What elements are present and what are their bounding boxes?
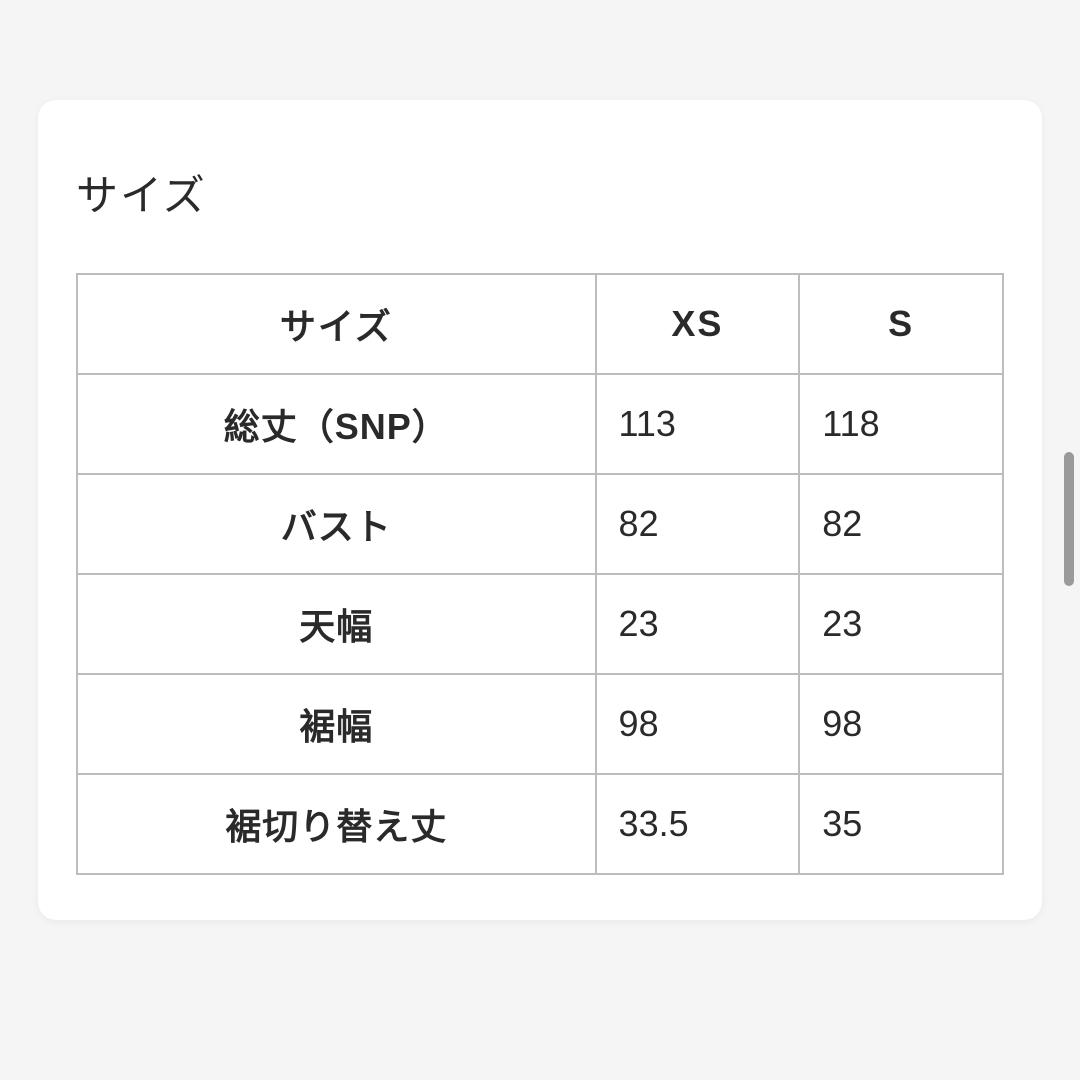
table-row: 天幅 23 23 <box>77 574 1003 674</box>
section-title: サイズ <box>76 162 1004 223</box>
size-table: サイズ XS S 総丈（SNP） 113 118 バスト 82 82 天幅 23… <box>76 273 1004 875</box>
table-row: 裾幅 98 98 <box>77 674 1003 774</box>
row-label: 裾切り替え丈 <box>77 774 596 874</box>
row-value-s: 23 <box>799 574 1003 674</box>
row-value-s: 82 <box>799 474 1003 574</box>
table-header-row: サイズ XS S <box>77 274 1003 374</box>
row-value-xs: 98 <box>596 674 800 774</box>
table-row: 総丈（SNP） 113 118 <box>77 374 1003 474</box>
table-row: バスト 82 82 <box>77 474 1003 574</box>
row-value-xs: 113 <box>596 374 800 474</box>
table-header-label: サイズ <box>77 274 596 374</box>
row-value-xs: 82 <box>596 474 800 574</box>
row-value-s: 35 <box>799 774 1003 874</box>
size-card: サイズ サイズ XS S 総丈（SNP） 113 118 バスト 82 82 <box>38 100 1042 920</box>
table-header-xs: XS <box>596 274 800 374</box>
scrollbar-thumb[interactable] <box>1064 452 1074 586</box>
row-label: 天幅 <box>77 574 596 674</box>
row-label: 裾幅 <box>77 674 596 774</box>
row-value-s: 98 <box>799 674 1003 774</box>
table-header-s: S <box>799 274 1003 374</box>
row-value-s: 118 <box>799 374 1003 474</box>
row-label: バスト <box>77 474 596 574</box>
row-value-xs: 33.5 <box>596 774 800 874</box>
row-label: 総丈（SNP） <box>77 374 596 474</box>
row-value-xs: 23 <box>596 574 800 674</box>
table-row: 裾切り替え丈 33.5 35 <box>77 774 1003 874</box>
